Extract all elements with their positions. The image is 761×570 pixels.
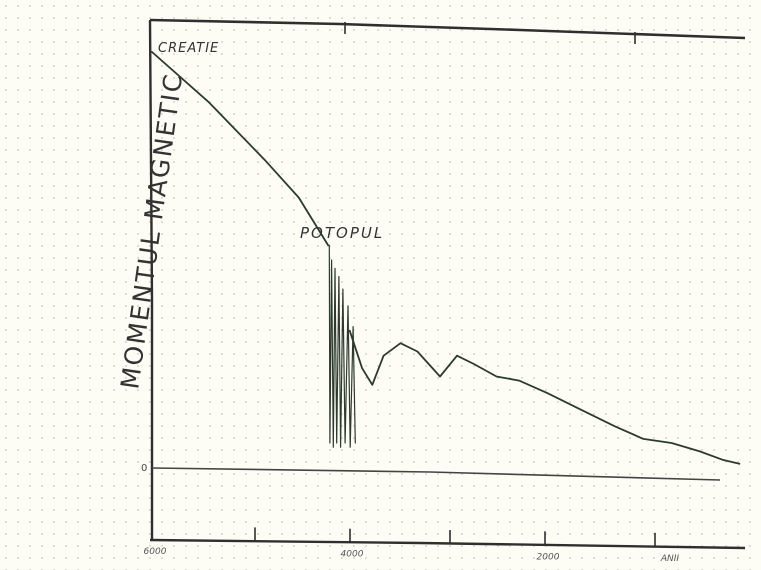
x-tick-label: ANII xyxy=(660,554,680,564)
series-line-2 xyxy=(328,244,356,448)
zero-line xyxy=(151,467,721,481)
x-axis-ticks xyxy=(151,526,656,547)
x-tick-label: 4000 xyxy=(341,550,364,560)
series-line-1 xyxy=(151,51,330,247)
x-axis-tick-labels: 6000 4000 2000 ANII xyxy=(144,547,680,564)
x-tick-label: 6000 xyxy=(144,547,167,557)
chart-frame xyxy=(148,18,746,550)
data-series-group xyxy=(151,51,741,465)
annotation-potopul: POTOPUL xyxy=(300,224,384,242)
left-axis-line xyxy=(148,19,154,540)
y-tick-label-zero: 0 xyxy=(141,463,147,474)
x-tick-label: 2000 xyxy=(537,552,560,562)
top-border-line xyxy=(149,18,746,40)
x-axis-line xyxy=(149,538,746,550)
annotation-creatie: CREATIE xyxy=(158,41,219,56)
series-line-3 xyxy=(348,329,741,465)
